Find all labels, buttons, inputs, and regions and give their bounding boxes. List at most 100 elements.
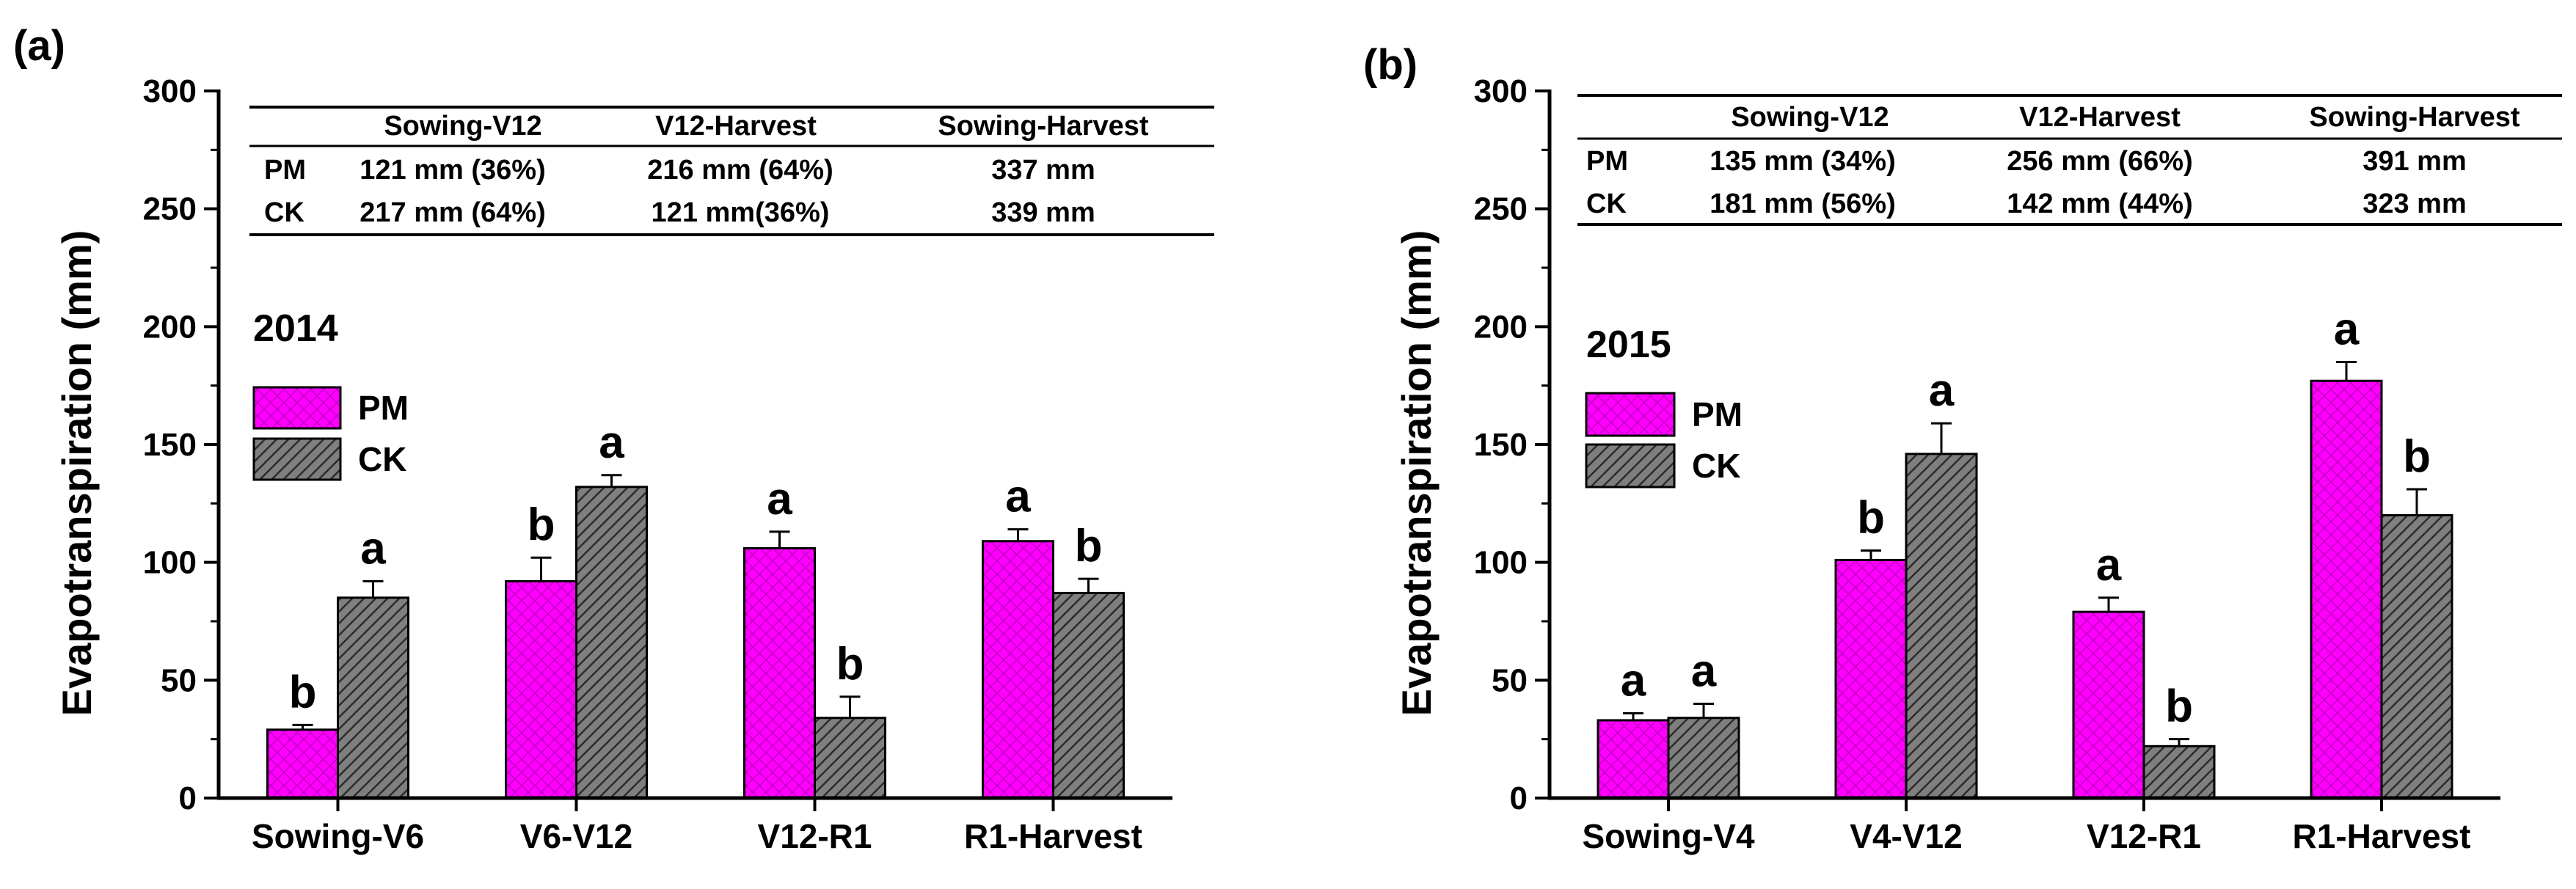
y-tick-label-b: 200	[1474, 309, 1528, 345]
bar-pm-b-2	[2072, 610, 2145, 800]
y-tick-label-b: 300	[1474, 73, 1528, 109]
legend-label-ck-b: CK	[1692, 447, 1740, 485]
bar-pm-b-3	[2310, 379, 2383, 800]
y-tick-label-b: 250	[1474, 191, 1528, 227]
sig-letter-ck-a-1: a	[599, 417, 624, 468]
table-cell-a-r0c0: PM	[264, 155, 306, 186]
bar-ck-a-3	[1052, 591, 1125, 800]
x-tick-label-a-2: V12-R1	[758, 817, 872, 855]
y-ticks-a: 0 50 100 150 200 250 300	[143, 73, 219, 816]
table-header-a-3: Sowing-Harvest	[938, 111, 1149, 142]
y-tick-label-a: 150	[143, 427, 197, 463]
table-cell-b-r0c2: 256 mm (66%)	[2007, 146, 2192, 177]
table-header-b-2: V12-Harvest	[2019, 102, 2181, 133]
x-tick-label-a-0: Sowing-V6	[252, 817, 424, 855]
bar-ck-b-3	[2380, 513, 2453, 800]
y-tick-label-b: 150	[1474, 427, 1528, 463]
y-tick-label-b: 100	[1474, 545, 1528, 581]
table-header-b-1: Sowing-V12	[1731, 102, 1889, 133]
table-header-a-2: V12-Harvest	[655, 111, 817, 142]
year-label-b: 2015	[1586, 323, 1671, 366]
y-axis-label-a: Evapotranspiration (mm)	[54, 230, 100, 717]
bar-pm-a-0	[266, 728, 339, 800]
x-tick-label-b-0: Sowing-V4	[1582, 817, 1755, 855]
legend-b: PM CK	[1585, 392, 1743, 489]
bar-ck-a-0	[337, 596, 409, 800]
sig-letter-ck-b-2: b	[2165, 681, 2193, 732]
panel-label-a: (a)	[13, 22, 65, 70]
table-cell-b-r1c3: 323 mm	[2362, 189, 2467, 219]
sig-letter-pm-a-2: a	[767, 474, 792, 524]
sig-letter-ck-b-3: b	[2403, 431, 2431, 482]
y-tick-label-a: 200	[143, 309, 197, 345]
legend-label-pm-b: PM	[1692, 395, 1743, 433]
y-tick-label-a: 300	[143, 73, 197, 109]
summary-table-b: Sowing-V12 V12-Harvest Sowing-Harvest PM…	[1577, 94, 2562, 226]
table-cell-a-r0c1: 121 mm (36%)	[360, 155, 545, 186]
x-tick-label-b-2: V12-R1	[2087, 817, 2201, 855]
sig-letter-pm-b-2: a	[2096, 540, 2122, 590]
y-tick-label-a: 250	[143, 191, 197, 227]
bar-pm-a-2	[743, 546, 816, 800]
bar-ck-b-1	[1905, 453, 1978, 800]
panel-b: (b) Evapotranspiration (mm) 0 50 100 150 200…	[1363, 41, 2562, 855]
sig-letter-ck-b-1: a	[1929, 365, 1955, 416]
bar-ck-a-2	[814, 717, 886, 800]
sig-letter-ck-a-2: b	[836, 639, 864, 689]
sig-letter-pm-b-0: a	[1621, 655, 1646, 706]
bar-ck-a-1	[575, 486, 648, 800]
sig-letter-ck-a-0: a	[360, 523, 386, 574]
x-tick-label-b-3: R1-Harvest	[2293, 817, 2471, 855]
bar-pm-b-1	[1834, 558, 1908, 800]
sig-letter-pm-a-1: b	[528, 500, 555, 550]
legend-a: PM CK	[252, 386, 409, 481]
axes-b: Sowing-V4 V4-V12 V12-R1 R1-Harvest	[1547, 89, 2500, 855]
bar-pm-a-1	[505, 579, 577, 800]
table-cell-a-r0c3: 337 mm	[991, 155, 1095, 186]
sig-letter-pm-a-0: b	[289, 667, 317, 717]
legend-label-pm-a: PM	[358, 389, 409, 427]
table-cell-b-r1c0: CK	[1586, 189, 1627, 219]
legend-swatch-ck-a	[252, 437, 342, 481]
legend-swatch-pm-b	[1585, 392, 1676, 437]
legend-label-ck-a: CK	[358, 440, 406, 478]
x-tick-label-a-1: V6-V12	[520, 817, 632, 855]
x-tick-label-a-3: R1-Harvest	[964, 817, 1142, 855]
table-header-a-1: Sowing-V12	[384, 111, 541, 142]
sig-letter-pm-a-3: a	[1005, 472, 1031, 522]
panel-label-b: (b)	[1363, 41, 1417, 89]
summary-table-a: Sowing-V12 V12-Harvest Sowing-Harvest PM…	[249, 106, 1214, 236]
y-ticks-b: 0 50 100 150 200 250 300	[1474, 73, 1550, 816]
table-cell-a-r1c1: 217 mm (64%)	[360, 197, 545, 228]
y-tick-label-b: 0	[1510, 780, 1528, 816]
y-tick-label-a: 50	[161, 662, 197, 698]
table-cell-a-r1c3: 339 mm	[991, 197, 1095, 228]
sig-letter-pm-b-1: b	[1857, 493, 1885, 544]
axes-a: Sowing-V6 V6-V12 V12-R1 R1-Harvest	[216, 89, 1172, 855]
y-tick-label-a: 0	[179, 780, 197, 816]
table-cell-b-r1c2: 142 mm (44%)	[2007, 189, 2192, 219]
year-label-a: 2014	[253, 307, 338, 350]
panel-a: (a) Evapotranspiration (mm) 0 50 100 150 200…	[13, 22, 1214, 855]
table-cell-a-r1c2: 121 mm(36%)	[652, 197, 830, 228]
table-cell-b-r0c1: 135 mm (34%)	[1710, 146, 1895, 177]
table-header-b-3: Sowing-Harvest	[2309, 102, 2520, 133]
bar-pm-a-3	[982, 540, 1054, 800]
table-cell-b-r1c1: 181 mm (56%)	[1710, 189, 1895, 219]
bar-pm-b-0	[1597, 719, 1670, 800]
legend-swatch-pm-a	[252, 386, 342, 430]
table-cell-b-r0c3: 391 mm	[2362, 146, 2467, 177]
bar-ck-b-0	[1667, 717, 1740, 800]
y-tick-label-a: 100	[143, 545, 197, 581]
y-axis-label-b: Evapotranspiration (mm)	[1393, 230, 1440, 717]
sig-letter-ck-b-0: a	[1691, 645, 1717, 696]
x-tick-label-b-1: V4-V12	[1850, 817, 1962, 855]
sig-letter-ck-a-3: b	[1075, 521, 1103, 571]
legend-swatch-ck-b	[1585, 443, 1676, 489]
table-cell-a-r0c2: 216 mm (64%)	[647, 155, 833, 186]
bar-ck-b-2	[2142, 745, 2216, 800]
table-cell-b-r0c0: PM	[1586, 146, 1628, 177]
